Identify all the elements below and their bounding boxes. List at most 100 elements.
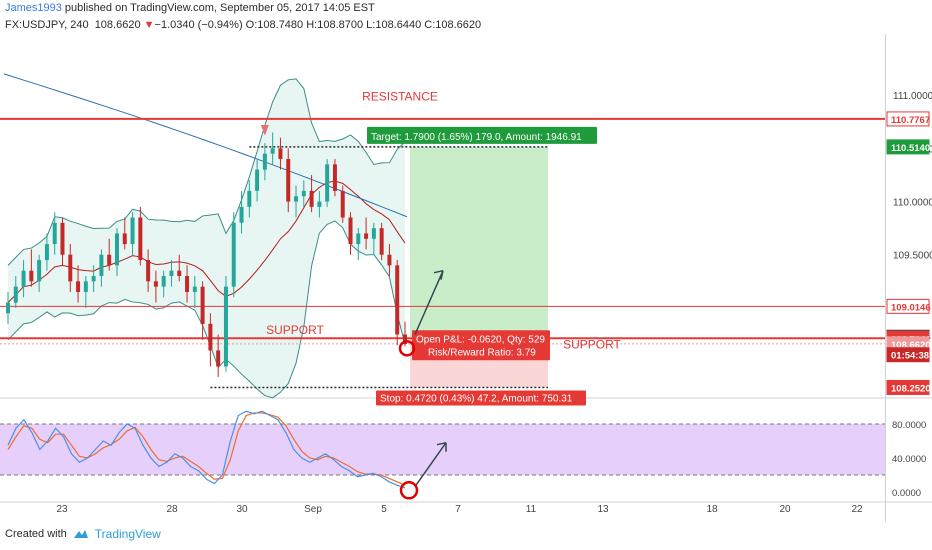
target-label: Target: 1.7900 (1.65%) 179.0, Amount: 19…	[371, 132, 582, 143]
bollinger-upper-band	[7, 78, 406, 266]
footer: Created with TradingView	[5, 527, 161, 541]
candle-body	[247, 190, 252, 207]
price-axis-border	[885, 34, 886, 522]
support-label-left: SUPPORT	[266, 323, 324, 337]
candle-body	[52, 222, 57, 245]
candle-body	[332, 164, 337, 191]
moving-average-line	[3, 73, 408, 218]
time-tick: 5	[381, 504, 387, 515]
price-badge-box	[886, 298, 930, 314]
candle-body	[83, 281, 88, 292]
highlight-circle-icon	[398, 340, 416, 357]
time-tick: 11	[526, 504, 537, 515]
price-tick: 110.0000	[893, 198, 932, 209]
peak-marker-icon	[260, 124, 269, 136]
stochastic-tick: 40.0000	[892, 454, 926, 465]
stochastic-tick: 80.0000	[892, 420, 926, 431]
published-text: published on TradingView.com, September …	[61, 2, 375, 14]
candle-body	[138, 217, 143, 261]
stochastic-k-line	[7, 410, 406, 489]
price-badge-box	[886, 379, 930, 395]
candle-body	[146, 260, 151, 282]
price-badge-box	[886, 139, 930, 155]
up-arrow-icon	[414, 269, 444, 335]
bollinger-fill	[8, 78, 405, 398]
candle-body	[325, 164, 330, 202]
candle-body	[208, 323, 213, 351]
stochastic-arrow-icon	[415, 441, 447, 486]
target-zone	[410, 146, 548, 339]
bollinger-middle-band	[7, 180, 406, 303]
time-tick: 13	[597, 504, 609, 515]
tradingview-logo-icon	[73, 529, 89, 539]
time-tick: 18	[706, 504, 718, 515]
candle-body	[286, 159, 291, 202]
resistance-label: RESISTANCE	[362, 90, 438, 104]
candle-body	[317, 201, 322, 207]
candle-body	[301, 190, 306, 197]
candle-body	[68, 254, 73, 282]
candle-body	[91, 276, 96, 282]
change-sign: −	[154, 19, 161, 31]
candle-body	[371, 228, 376, 239]
candle-body	[255, 169, 260, 191]
candle-body	[37, 260, 42, 282]
candle-body	[161, 276, 166, 287]
price-tick: 109.5000	[893, 251, 932, 262]
tradingview-brand[interactable]: TradingView	[94, 527, 161, 541]
candle-body	[262, 153, 267, 170]
author-link[interactable]: James1993	[5, 2, 62, 14]
price-badge-label: 108.2520	[891, 383, 931, 394]
publish-info: James1993 published on TradingView.com, …	[5, 2, 375, 14]
candle-body	[60, 222, 65, 255]
price-badge-label: 108.6620	[891, 340, 931, 351]
symbol-info: FX:USDJPY, 240 108.6620 ▼−1.0340 (−0.94%…	[5, 19, 481, 31]
time-tick: 7	[455, 504, 461, 515]
candle-body	[21, 270, 26, 287]
candle-body	[177, 270, 182, 276]
candle-body	[231, 222, 236, 287]
candle-body	[6, 302, 10, 314]
candle-body	[387, 254, 392, 266]
candle-body	[364, 233, 369, 239]
candle-body	[122, 233, 127, 245]
candle-body	[379, 228, 384, 255]
candle-body	[356, 233, 361, 245]
price-badge-label: 110.5140	[891, 143, 930, 154]
price-badge-box	[886, 111, 930, 127]
bollinger-lower-band	[7, 220, 406, 399]
time-tick: 20	[779, 504, 791, 515]
change-text: 1.0340 (−0.94%)	[160, 19, 243, 31]
price-badge-label: 110.7767	[891, 115, 930, 126]
candle-body	[216, 350, 221, 367]
candle-body	[76, 281, 81, 292]
candle-body	[395, 265, 400, 335]
candle-body	[153, 281, 158, 287]
candle-body	[309, 190, 314, 207]
candle-body	[114, 233, 119, 266]
pnl-label: Open P&L: -0.0620, Qty: 529	[416, 334, 545, 345]
target-label-box	[367, 126, 597, 144]
support-label-right: SUPPORT	[563, 337, 621, 351]
candle-body	[99, 254, 104, 276]
candle-body	[200, 286, 205, 324]
candle-body	[130, 217, 135, 245]
candle-body	[13, 286, 18, 303]
down-arrow-icon: ▼	[143, 19, 155, 31]
stochastic-d-line	[7, 412, 406, 486]
candle-body	[29, 270, 34, 282]
stop-label: Stop: 0.4720 (0.43%) 47.2, Amount: 750.3…	[380, 393, 573, 404]
price-badge-label: 109.0146	[891, 302, 931, 313]
candle-body	[340, 190, 345, 218]
candle-body	[239, 206, 244, 223]
time-tick: 28	[166, 504, 178, 515]
last-price: 108.6620	[94, 19, 141, 31]
candle-body	[223, 286, 228, 367]
pnl-label-box	[412, 330, 550, 361]
rr-label: Risk/Reward Ratio: 3.79	[428, 347, 536, 358]
stochastic-tick: 0.0000	[892, 488, 921, 499]
candle-body	[44, 244, 49, 261]
time-tick: 30	[236, 504, 248, 515]
candle-body	[348, 217, 353, 245]
